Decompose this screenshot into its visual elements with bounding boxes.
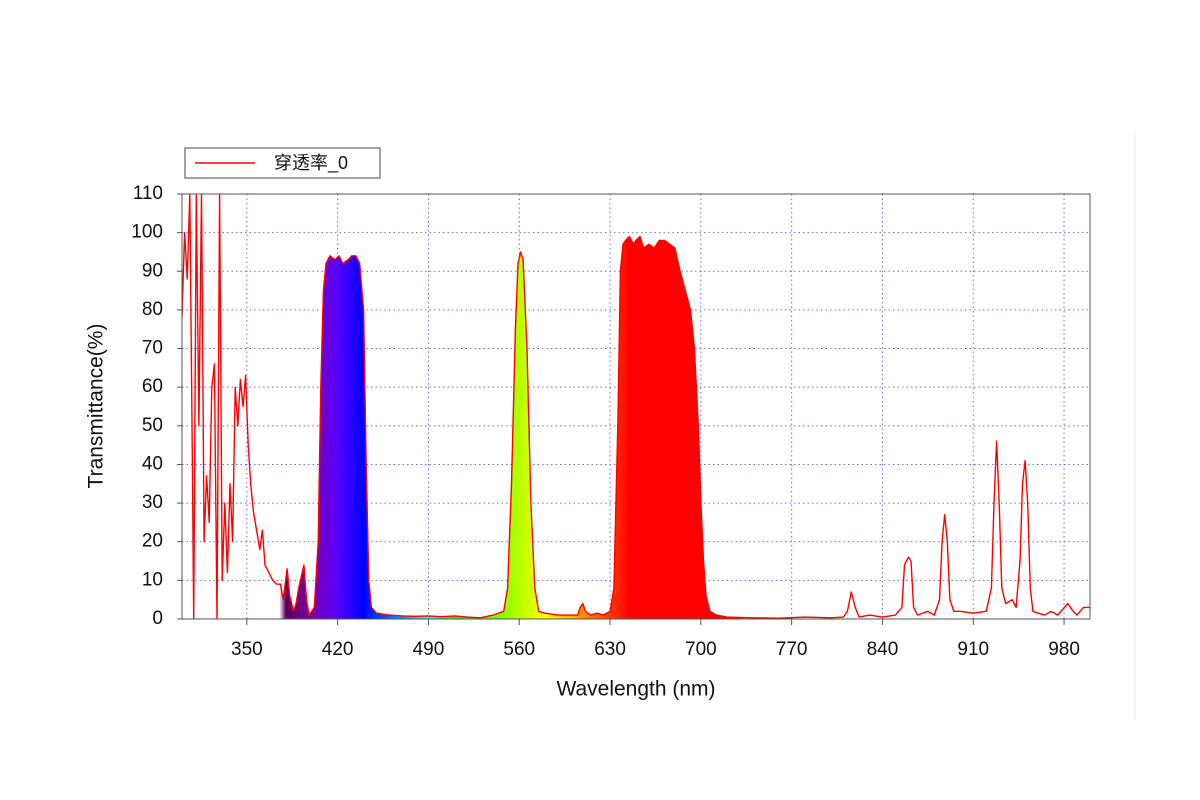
x-tick-label: 980 — [1048, 639, 1080, 660]
y-tick-label: 10 — [142, 569, 163, 590]
y-tick-label: 0 — [152, 608, 163, 629]
y-tick-label: 60 — [142, 376, 163, 397]
y-tick-label: 40 — [142, 453, 163, 474]
y-axis-title: Transmittance(%) — [85, 324, 108, 489]
x-axis-title: Wavelength (nm) — [556, 678, 715, 701]
y-tick-label: 30 — [142, 492, 163, 513]
x-tick-label: 420 — [322, 639, 354, 660]
plot-area — [182, 194, 1090, 619]
x-tick-label: 910 — [957, 639, 989, 660]
legend: 穿透率_0 — [184, 147, 381, 179]
ticks: 0 10 20 30 40 50 60 70 80 90 100 110 350 420 490 560 630… — [131, 183, 1080, 660]
y-tick-label: 90 — [142, 260, 163, 281]
y-tick-label: 50 — [142, 415, 163, 436]
y-tick-label: 80 — [142, 299, 163, 320]
x-tick-label: 630 — [594, 639, 626, 660]
plot-frame — [181, 193, 1091, 620]
legend-label: 穿透率_0 — [274, 153, 348, 174]
y-tick-label: 20 — [142, 531, 163, 552]
y-tick-label: 100 — [131, 222, 163, 243]
x-tick-label: 840 — [867, 639, 899, 660]
y-tick-label: 110 — [133, 183, 163, 204]
x-tick-label: 770 — [776, 639, 808, 660]
series-line — [182, 194, 1090, 619]
x-tick-label: 700 — [685, 639, 717, 660]
y-tick-label: 70 — [142, 338, 163, 359]
x-tick-label: 350 — [231, 639, 263, 660]
x-tick-label: 560 — [503, 639, 535, 660]
spectrum-area — [182, 194, 1090, 619]
x-tick-label: 490 — [413, 639, 445, 660]
